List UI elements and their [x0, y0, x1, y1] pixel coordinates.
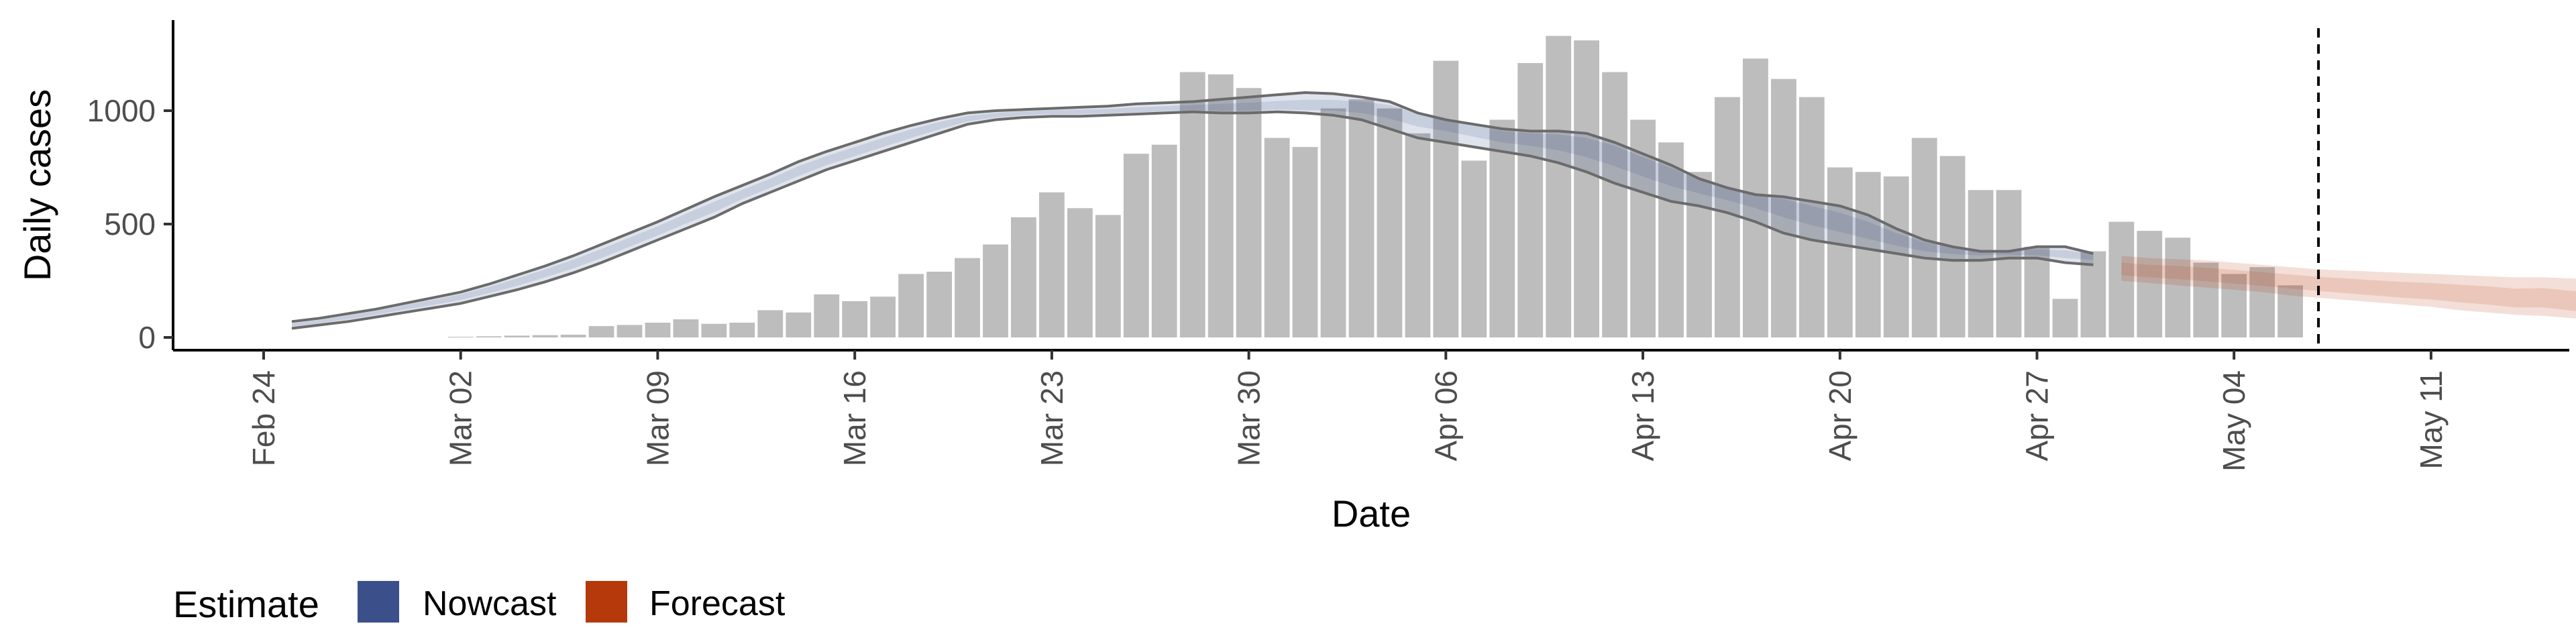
bar: [1039, 192, 1065, 337]
x-axis-ticks: Feb 24 Mar 02 Mar 09 Mar 16 Mar 23 Mar 30 Apr …: [246, 350, 2449, 472]
bar: [1602, 72, 1627, 337]
bar: [870, 297, 896, 337]
bar: [560, 334, 586, 337]
bar: [786, 312, 812, 337]
bar: [645, 323, 671, 337]
bar: [673, 319, 699, 337]
bar: [1095, 215, 1121, 337]
bar: [1348, 99, 1375, 337]
bar: [1996, 190, 2022, 337]
y-tick-label: 1000: [87, 93, 156, 128]
bar: [1292, 147, 1318, 337]
bar: [1067, 208, 1093, 337]
bar: [1179, 72, 1205, 337]
bar: [983, 244, 1008, 337]
y-axis-title: Daily cases: [16, 89, 58, 281]
x-tick-label: May 11: [2414, 370, 2449, 469]
bar: [1546, 36, 1572, 337]
bar: [1686, 172, 1712, 337]
bar: [1208, 74, 1234, 338]
bar: [532, 335, 558, 337]
nowcast-series: [291, 91, 2094, 330]
bar: [1489, 119, 1515, 337]
bar: [1517, 63, 1544, 337]
y-tick-label: 500: [104, 207, 156, 241]
x-tick-label: Mar 09: [640, 370, 675, 466]
bar: [1320, 108, 1346, 337]
forecast-ribbon: [2121, 256, 2576, 319]
bar: [1855, 172, 1881, 337]
legend-label-nowcast: Nowcast: [423, 584, 557, 623]
nowcast-lower-line: [291, 110, 2094, 330]
y-tick-label: 0: [138, 320, 156, 355]
x-tick-label: Apr 20: [1823, 370, 1858, 462]
x-tick-label: Apr 27: [2020, 370, 2055, 462]
x-tick-label: May 04: [2216, 370, 2251, 472]
bar: [2165, 237, 2191, 337]
bar: [1771, 78, 1796, 337]
bar: [1461, 160, 1487, 337]
bar: [2024, 246, 2050, 337]
bar: [2108, 221, 2135, 337]
legend-label-forecast: Forecast: [649, 584, 786, 623]
bar: [955, 258, 980, 337]
x-axis-title: Date: [1332, 492, 1411, 535]
bar: [1968, 190, 1994, 337]
bar: [2277, 285, 2303, 337]
bar: [842, 301, 868, 337]
legend-title: Estimate: [173, 583, 319, 625]
x-tick-label: Mar 16: [837, 370, 872, 466]
bar: [1883, 176, 1909, 337]
bar-series: [447, 36, 2303, 338]
x-tick-label: Feb 24: [246, 370, 281, 466]
nowcast-upper-line: [291, 91, 2094, 323]
bar: [2221, 274, 2247, 337]
x-tick-label: Mar 30: [1232, 370, 1267, 466]
bar: [1433, 60, 1459, 337]
bar: [701, 323, 727, 337]
bar: [1827, 167, 1853, 337]
y-axis-ticks: 0 500 1000: [87, 93, 173, 355]
bar: [1236, 88, 1262, 337]
bar: [1151, 144, 1177, 337]
bar: [1123, 154, 1149, 337]
legend-swatch-forecast: [586, 581, 627, 623]
bar: [926, 272, 952, 337]
bar: [1658, 142, 1684, 338]
bar: [1715, 97, 1740, 337]
bar: [2249, 267, 2275, 337]
legend-swatch-nowcast: [358, 581, 399, 623]
x-tick-label: Apr 06: [1428, 370, 1463, 462]
bar: [1377, 108, 1403, 337]
x-tick-label: Mar 02: [443, 370, 478, 466]
nowcast-ribbon: [292, 93, 2094, 329]
bar: [504, 335, 530, 337]
bar: [588, 326, 614, 337]
forecast-inner-ribbon: [2121, 262, 2576, 311]
bar: [2193, 262, 2219, 337]
bar: [1405, 133, 1431, 338]
bar: [476, 336, 502, 337]
bar: [2137, 231, 2163, 337]
bar: [729, 323, 755, 337]
bar: [616, 325, 643, 337]
bar: [2080, 251, 2106, 337]
bar: [898, 274, 924, 337]
bar: [1264, 138, 1290, 337]
x-tick-label: Apr 13: [1625, 370, 1660, 462]
bar: [2052, 299, 2078, 337]
legend: Estimate Nowcast Forecast: [173, 581, 786, 625]
x-tick-label: Mar 23: [1034, 370, 1069, 466]
forecast-series: [2121, 256, 2576, 319]
bar: [1799, 97, 1825, 337]
bar: [1011, 217, 1036, 337]
bar: [814, 294, 840, 337]
bar: [1743, 58, 1768, 338]
bar: [1574, 40, 1599, 337]
plot-layer: [291, 28, 2576, 349]
bar: [757, 310, 784, 337]
